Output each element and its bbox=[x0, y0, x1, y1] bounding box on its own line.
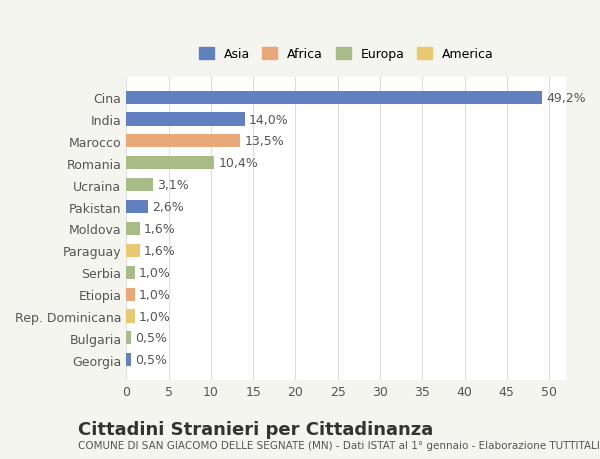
Bar bbox=[127, 310, 135, 323]
Bar bbox=[127, 223, 140, 235]
Text: 1,0%: 1,0% bbox=[139, 266, 171, 279]
Bar bbox=[127, 266, 135, 279]
Text: 10,4%: 10,4% bbox=[218, 157, 258, 170]
Legend: Asia, Africa, Europa, America: Asia, Africa, Europa, America bbox=[195, 45, 497, 65]
Bar bbox=[127, 135, 241, 148]
Text: 13,5%: 13,5% bbox=[245, 135, 284, 148]
Bar bbox=[127, 91, 542, 105]
Bar bbox=[127, 353, 131, 367]
Text: 0,5%: 0,5% bbox=[135, 332, 167, 345]
Bar bbox=[127, 179, 152, 192]
Bar bbox=[127, 201, 148, 214]
Text: 1,0%: 1,0% bbox=[139, 310, 171, 323]
Text: 0,5%: 0,5% bbox=[135, 353, 167, 366]
Bar bbox=[127, 157, 214, 170]
Bar bbox=[127, 288, 135, 301]
Bar bbox=[127, 113, 245, 126]
Text: 1,6%: 1,6% bbox=[144, 223, 176, 235]
Text: 1,0%: 1,0% bbox=[139, 288, 171, 301]
Text: COMUNE DI SAN GIACOMO DELLE SEGNATE (MN) - Dati ISTAT al 1° gennaio - Elaborazio: COMUNE DI SAN GIACOMO DELLE SEGNATE (MN)… bbox=[78, 440, 600, 450]
Text: Cittadini Stranieri per Cittadinanza: Cittadini Stranieri per Cittadinanza bbox=[78, 420, 433, 438]
Bar bbox=[127, 244, 140, 257]
Text: 49,2%: 49,2% bbox=[547, 91, 586, 105]
Bar bbox=[127, 331, 131, 345]
Text: 14,0%: 14,0% bbox=[249, 113, 289, 126]
Text: 1,6%: 1,6% bbox=[144, 244, 176, 257]
Text: 2,6%: 2,6% bbox=[152, 201, 184, 213]
Text: 3,1%: 3,1% bbox=[157, 179, 188, 192]
